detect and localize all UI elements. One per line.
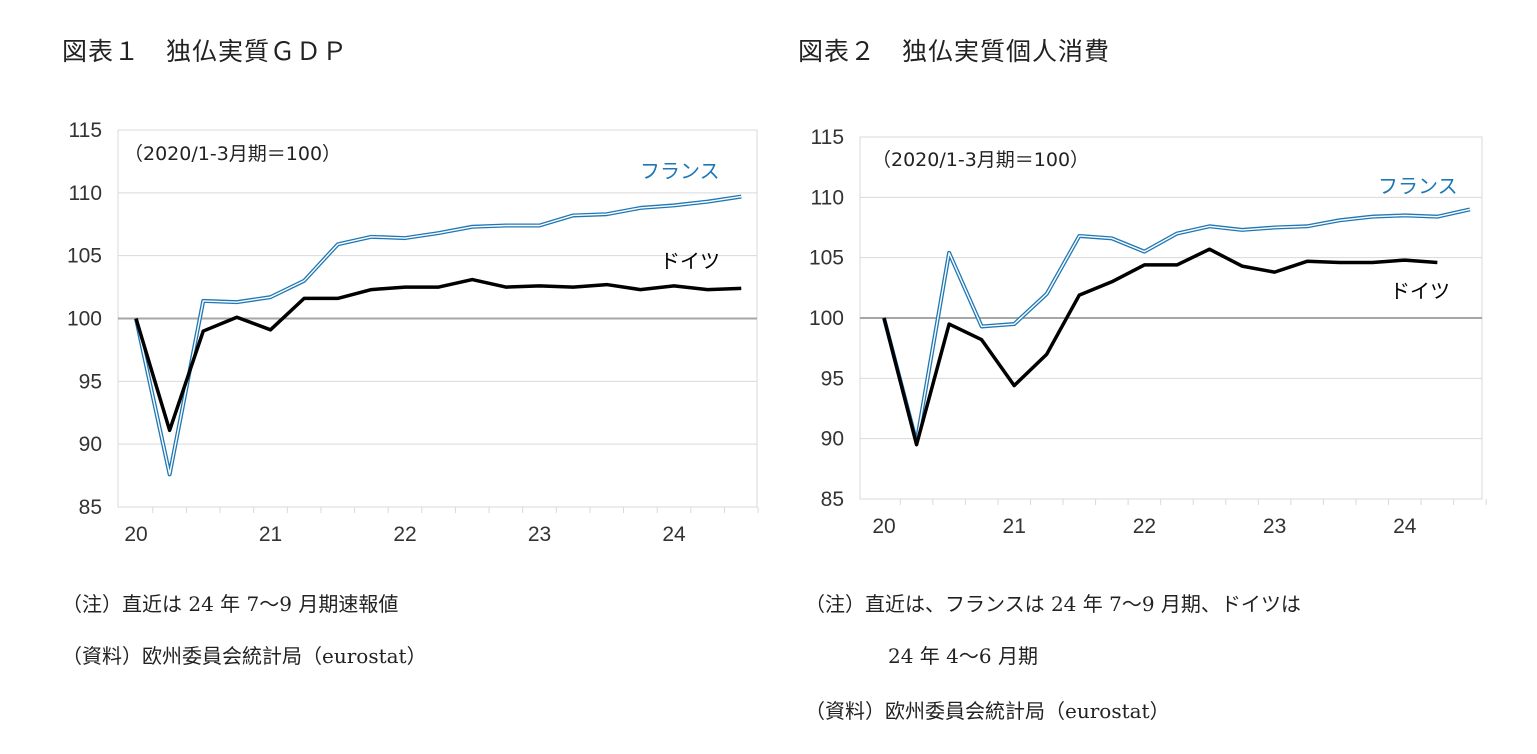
chart1-series-france-line [134, 194, 742, 477]
chart2-xtick: 23 [1263, 515, 1286, 538]
chart1-xtick: 21 [259, 523, 282, 546]
chart2-xtick: 24 [1393, 515, 1417, 538]
chart1-ytick: 115 [69, 119, 102, 142]
chart2-ytick: 110 [811, 186, 844, 209]
chart1-series-germany-label: ドイツ [660, 249, 720, 273]
chart2-series-germany-label: ドイツ [1390, 279, 1450, 303]
chart1-xtick: 20 [124, 523, 147, 546]
chart2-ytick: 95 [821, 367, 844, 390]
chart2-xtick: 21 [1003, 515, 1026, 538]
chart1-xtick: 24 [662, 523, 686, 546]
chart1-ytick: 105 [67, 245, 102, 268]
chart1-series-france-label: フランス [640, 159, 720, 183]
chart2-ytick: 115 [811, 126, 844, 149]
chart2-source: （資料）欧州委員会統計局（eurostat） [805, 699, 1170, 723]
chart1-ytick: 85 [79, 496, 102, 519]
chart2-base-note: （2020/1-3月期＝100） [872, 149, 1089, 171]
chart2-xtick: 22 [1133, 515, 1156, 538]
chart2-series-france-line [882, 207, 1471, 445]
chart2-xtick: 20 [872, 515, 895, 538]
chart1-ytick: 110 [69, 182, 102, 205]
chart1-source: （資料）欧州委員会統計局（eurostat） [62, 644, 427, 668]
chart2-note-cont: 24 年 4～6 月期 [888, 644, 1038, 668]
chart2-ytick: 100 [809, 307, 844, 330]
chart2-ytick: 105 [809, 247, 844, 270]
chart1-xtick: 22 [393, 523, 416, 546]
chart2-title: 図表２ 独仏実質個人消費 [798, 37, 1111, 66]
chart2-series-france-label: フランス [1378, 174, 1458, 198]
chart2-ytick: 85 [821, 488, 844, 511]
chart1-series-france-line-inner [135, 195, 742, 476]
chart2-series-germany-line [882, 247, 1438, 447]
chart2-note: （注）直近は、フランスは 24 年 7～9 月期、ドイツは [805, 592, 1301, 616]
chart1-xtick: 23 [528, 523, 551, 546]
chart1-base-note: （2020/1-3月期＝100） [124, 143, 341, 165]
chart2-series-france-line-inner [883, 208, 1471, 443]
chart1-ytick: 100 [67, 308, 102, 331]
chart1-ytick: 90 [79, 433, 102, 456]
chart1-ytick: 95 [79, 370, 102, 393]
chart1-title: 図表１ 独仏実質ＧＤＰ [62, 37, 349, 66]
chart2-ytick: 90 [821, 428, 844, 451]
chart1-note: （注）直近は 24 年 7～9 月期速報値 [62, 592, 399, 616]
